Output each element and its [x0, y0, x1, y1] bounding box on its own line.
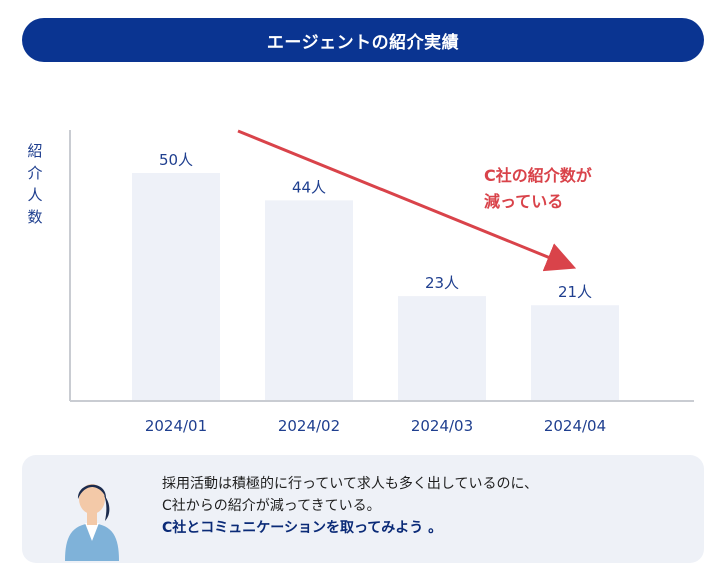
- bar-2024/03: [398, 296, 486, 401]
- x-tick-label: 2024/02: [278, 417, 340, 435]
- bar-chart: 50人 2024/01 44人 2024/02 23人 2024/03 21人 2024/04…: [69, 129, 694, 435]
- x-tick-label: 2024/01: [145, 417, 207, 435]
- data-label: 44人: [292, 178, 326, 196]
- y-axis-label: 紹介人数: [27, 142, 43, 226]
- bar-2024/02: [265, 200, 353, 401]
- chart-title: エージェントの紹介実績: [266, 32, 460, 53]
- note-line-3: C社とコミュニケーションを取ってみよう 。: [162, 520, 443, 536]
- note-line-1: 採用活動は積極的に行っていて求人も多く出しているのに、: [162, 476, 539, 492]
- trend-arrow: [237, 129, 577, 272]
- data-label: 21人: [558, 283, 592, 301]
- data-label: 50人: [159, 151, 193, 169]
- x-tick-label: 2024/04: [544, 417, 606, 435]
- x-tick-label: 2024/03: [411, 417, 473, 435]
- chart-title-banner: エージェントの紹介実績: [22, 18, 704, 62]
- annotation-line-2: 減っている: [484, 192, 563, 211]
- bar-2024/04: [531, 305, 619, 401]
- bar-2024/01: [132, 173, 220, 401]
- person-icon: [65, 484, 119, 561]
- insight-panel: 採用活動は積極的に行っていて求人も多く出しているのに、 C社からの紹介が減ってき…: [22, 455, 704, 563]
- annotation-line-1: C社の紹介数が: [484, 166, 592, 185]
- note-line-2: C社からの紹介が減ってきている。: [162, 498, 381, 514]
- data-label: 23人: [425, 274, 459, 292]
